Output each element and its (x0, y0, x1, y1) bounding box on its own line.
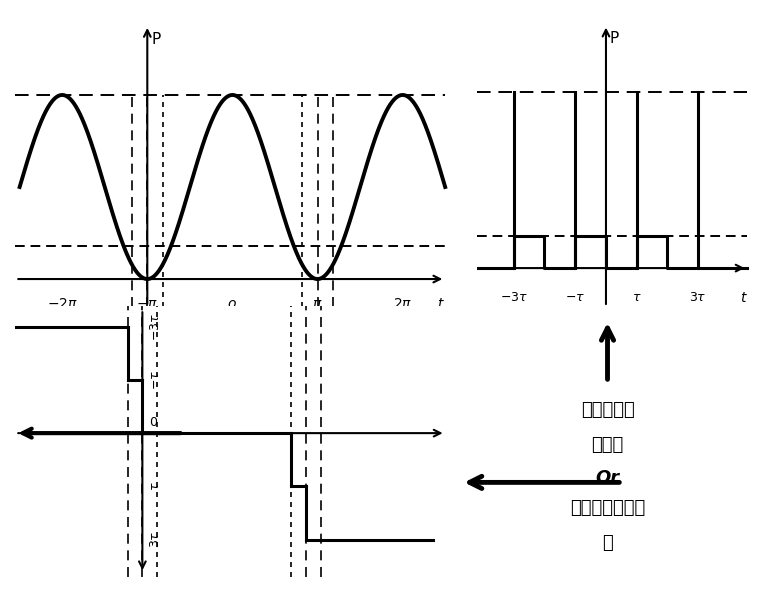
Text: $t$: $t$ (741, 291, 748, 305)
Text: P: P (151, 32, 161, 47)
Text: $\pi$: $\pi$ (312, 297, 323, 312)
Text: 调制器增益: 调制器增益 (581, 401, 634, 419)
Text: $3\tau$: $3\tau$ (149, 531, 162, 548)
Text: $-3\tau$: $-3\tau$ (149, 313, 162, 340)
Text: $3\tau$: $3\tau$ (690, 291, 707, 304)
Text: $-\tau$: $-\tau$ (565, 291, 585, 304)
Text: $\tau$: $\tau$ (632, 291, 641, 304)
Text: $-2\pi$: $-2\pi$ (47, 297, 78, 312)
Text: $-\pi$: $-\pi$ (136, 297, 158, 312)
Text: $0$: $0$ (149, 416, 158, 429)
Text: $t$: $t$ (437, 297, 445, 312)
Text: $-3\tau$: $-3\tau$ (500, 291, 528, 304)
Text: $-\tau$: $-\tau$ (149, 370, 162, 391)
Text: 化: 化 (602, 534, 613, 552)
Text: $\tau$: $\tau$ (149, 481, 162, 491)
Text: P: P (609, 31, 618, 47)
Text: 的变化: 的变化 (591, 436, 624, 454)
Text: $o$: $o$ (228, 297, 238, 312)
Text: 主闭环误差的变: 主闭环误差的变 (570, 499, 645, 517)
Text: $2\pi$: $2\pi$ (393, 297, 412, 312)
Text: Or: Or (595, 469, 620, 487)
